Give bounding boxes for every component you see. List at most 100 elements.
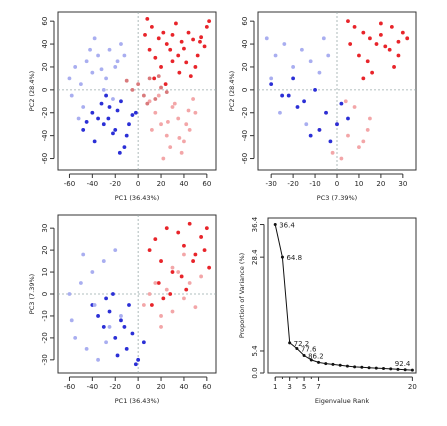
y-tick-label: 0	[41, 88, 49, 92]
scree-point	[353, 365, 357, 369]
data-point	[111, 97, 115, 101]
data-point	[161, 296, 166, 301]
data-point	[199, 35, 204, 40]
data-point	[78, 281, 83, 285]
plot-frame	[57, 11, 217, 171]
data-point	[96, 314, 100, 318]
scree-point	[403, 368, 407, 372]
data-point	[164, 287, 169, 292]
data-point	[111, 292, 115, 296]
data-point	[159, 85, 163, 90]
scree-point	[374, 366, 378, 370]
data-point	[141, 93, 146, 98]
data-point	[184, 60, 189, 65]
data-label: 36.4	[279, 222, 295, 230]
data-point	[282, 42, 287, 46]
data-point	[182, 46, 186, 51]
data-point	[92, 36, 97, 41]
data-point	[78, 82, 83, 87]
data-point	[133, 362, 138, 367]
data-point	[96, 116, 100, 121]
data-point	[101, 122, 106, 127]
data-point	[170, 59, 175, 64]
data-point	[187, 128, 192, 132]
data-point	[378, 32, 383, 37]
data-point	[106, 116, 111, 121]
y-tick-label: 36.4	[251, 216, 259, 232]
data-point	[179, 39, 184, 44]
data-point	[159, 259, 163, 263]
data-point	[202, 248, 207, 253]
y-tick-label: -60	[241, 153, 249, 164]
data-point	[145, 101, 150, 106]
data-point	[122, 145, 127, 150]
x-tick-label: 20	[157, 383, 166, 391]
data-point	[119, 314, 123, 318]
data-point	[124, 133, 129, 138]
data-point	[92, 139, 97, 144]
y-tick-label: 10	[41, 268, 49, 277]
data-point	[361, 139, 366, 144]
scree-point	[309, 358, 313, 362]
y-tick-label: 0	[241, 88, 249, 92]
data-point	[133, 110, 138, 115]
data-point	[69, 318, 74, 323]
data-point	[392, 65, 396, 69]
x-tick-label: -60	[64, 383, 75, 391]
data-point	[170, 309, 175, 314]
panel-pc1-pc3: -60 -40 -20 0 20 40 60 -30 -20 -10 0 10 20 30 PC1 (36.…	[28, 214, 217, 405]
data-point	[119, 42, 123, 46]
y-axis-label: PC2 (28.4%)	[228, 71, 236, 111]
data-point	[202, 44, 207, 49]
x-tick-label: 10	[354, 180, 363, 188]
scree-point	[389, 367, 393, 371]
data-point	[84, 59, 89, 64]
y-tick-label: -40	[241, 130, 249, 141]
data-point	[198, 39, 202, 44]
y-axis-label: Proportion of Variance (%)	[238, 253, 246, 338]
scree-point	[382, 367, 386, 371]
data-point	[141, 340, 146, 345]
data-point	[357, 53, 361, 58]
x-tick-label: 7	[316, 383, 320, 391]
data-point	[69, 93, 74, 98]
plot-frame	[57, 214, 217, 374]
data-point	[280, 93, 285, 98]
data-point	[81, 105, 86, 109]
data-point	[147, 76, 152, 81]
data-point	[186, 30, 191, 35]
data-point	[313, 87, 317, 92]
data-point	[324, 110, 328, 115]
data-point	[204, 24, 209, 29]
scree-point	[324, 362, 328, 366]
data-point	[170, 105, 175, 109]
y-tick-label: 20	[41, 246, 49, 255]
data-point	[149, 24, 154, 29]
x-tick-label: 5	[302, 383, 306, 391]
data-point	[67, 76, 72, 81]
data-point	[104, 93, 108, 98]
data-point	[295, 105, 300, 109]
y-tick-label: 20	[41, 62, 49, 71]
data-point	[326, 53, 331, 58]
data-point	[113, 65, 118, 69]
scree-point	[273, 223, 277, 227]
data-point	[122, 325, 127, 329]
data-point	[161, 156, 166, 161]
data-point	[168, 47, 173, 52]
data-point	[187, 281, 192, 285]
data-point	[308, 59, 313, 64]
data-point	[170, 265, 175, 270]
data-point	[130, 331, 135, 336]
data-point	[172, 101, 177, 106]
data-point	[115, 353, 120, 358]
data-point	[264, 36, 269, 41]
data-point	[164, 42, 169, 46]
data-label: 64.8	[286, 254, 302, 262]
data-point	[339, 156, 344, 161]
data-point	[130, 113, 135, 117]
data-point	[119, 99, 123, 104]
scree-point	[302, 353, 306, 357]
scree-point	[338, 363, 342, 367]
data-point	[99, 67, 104, 72]
